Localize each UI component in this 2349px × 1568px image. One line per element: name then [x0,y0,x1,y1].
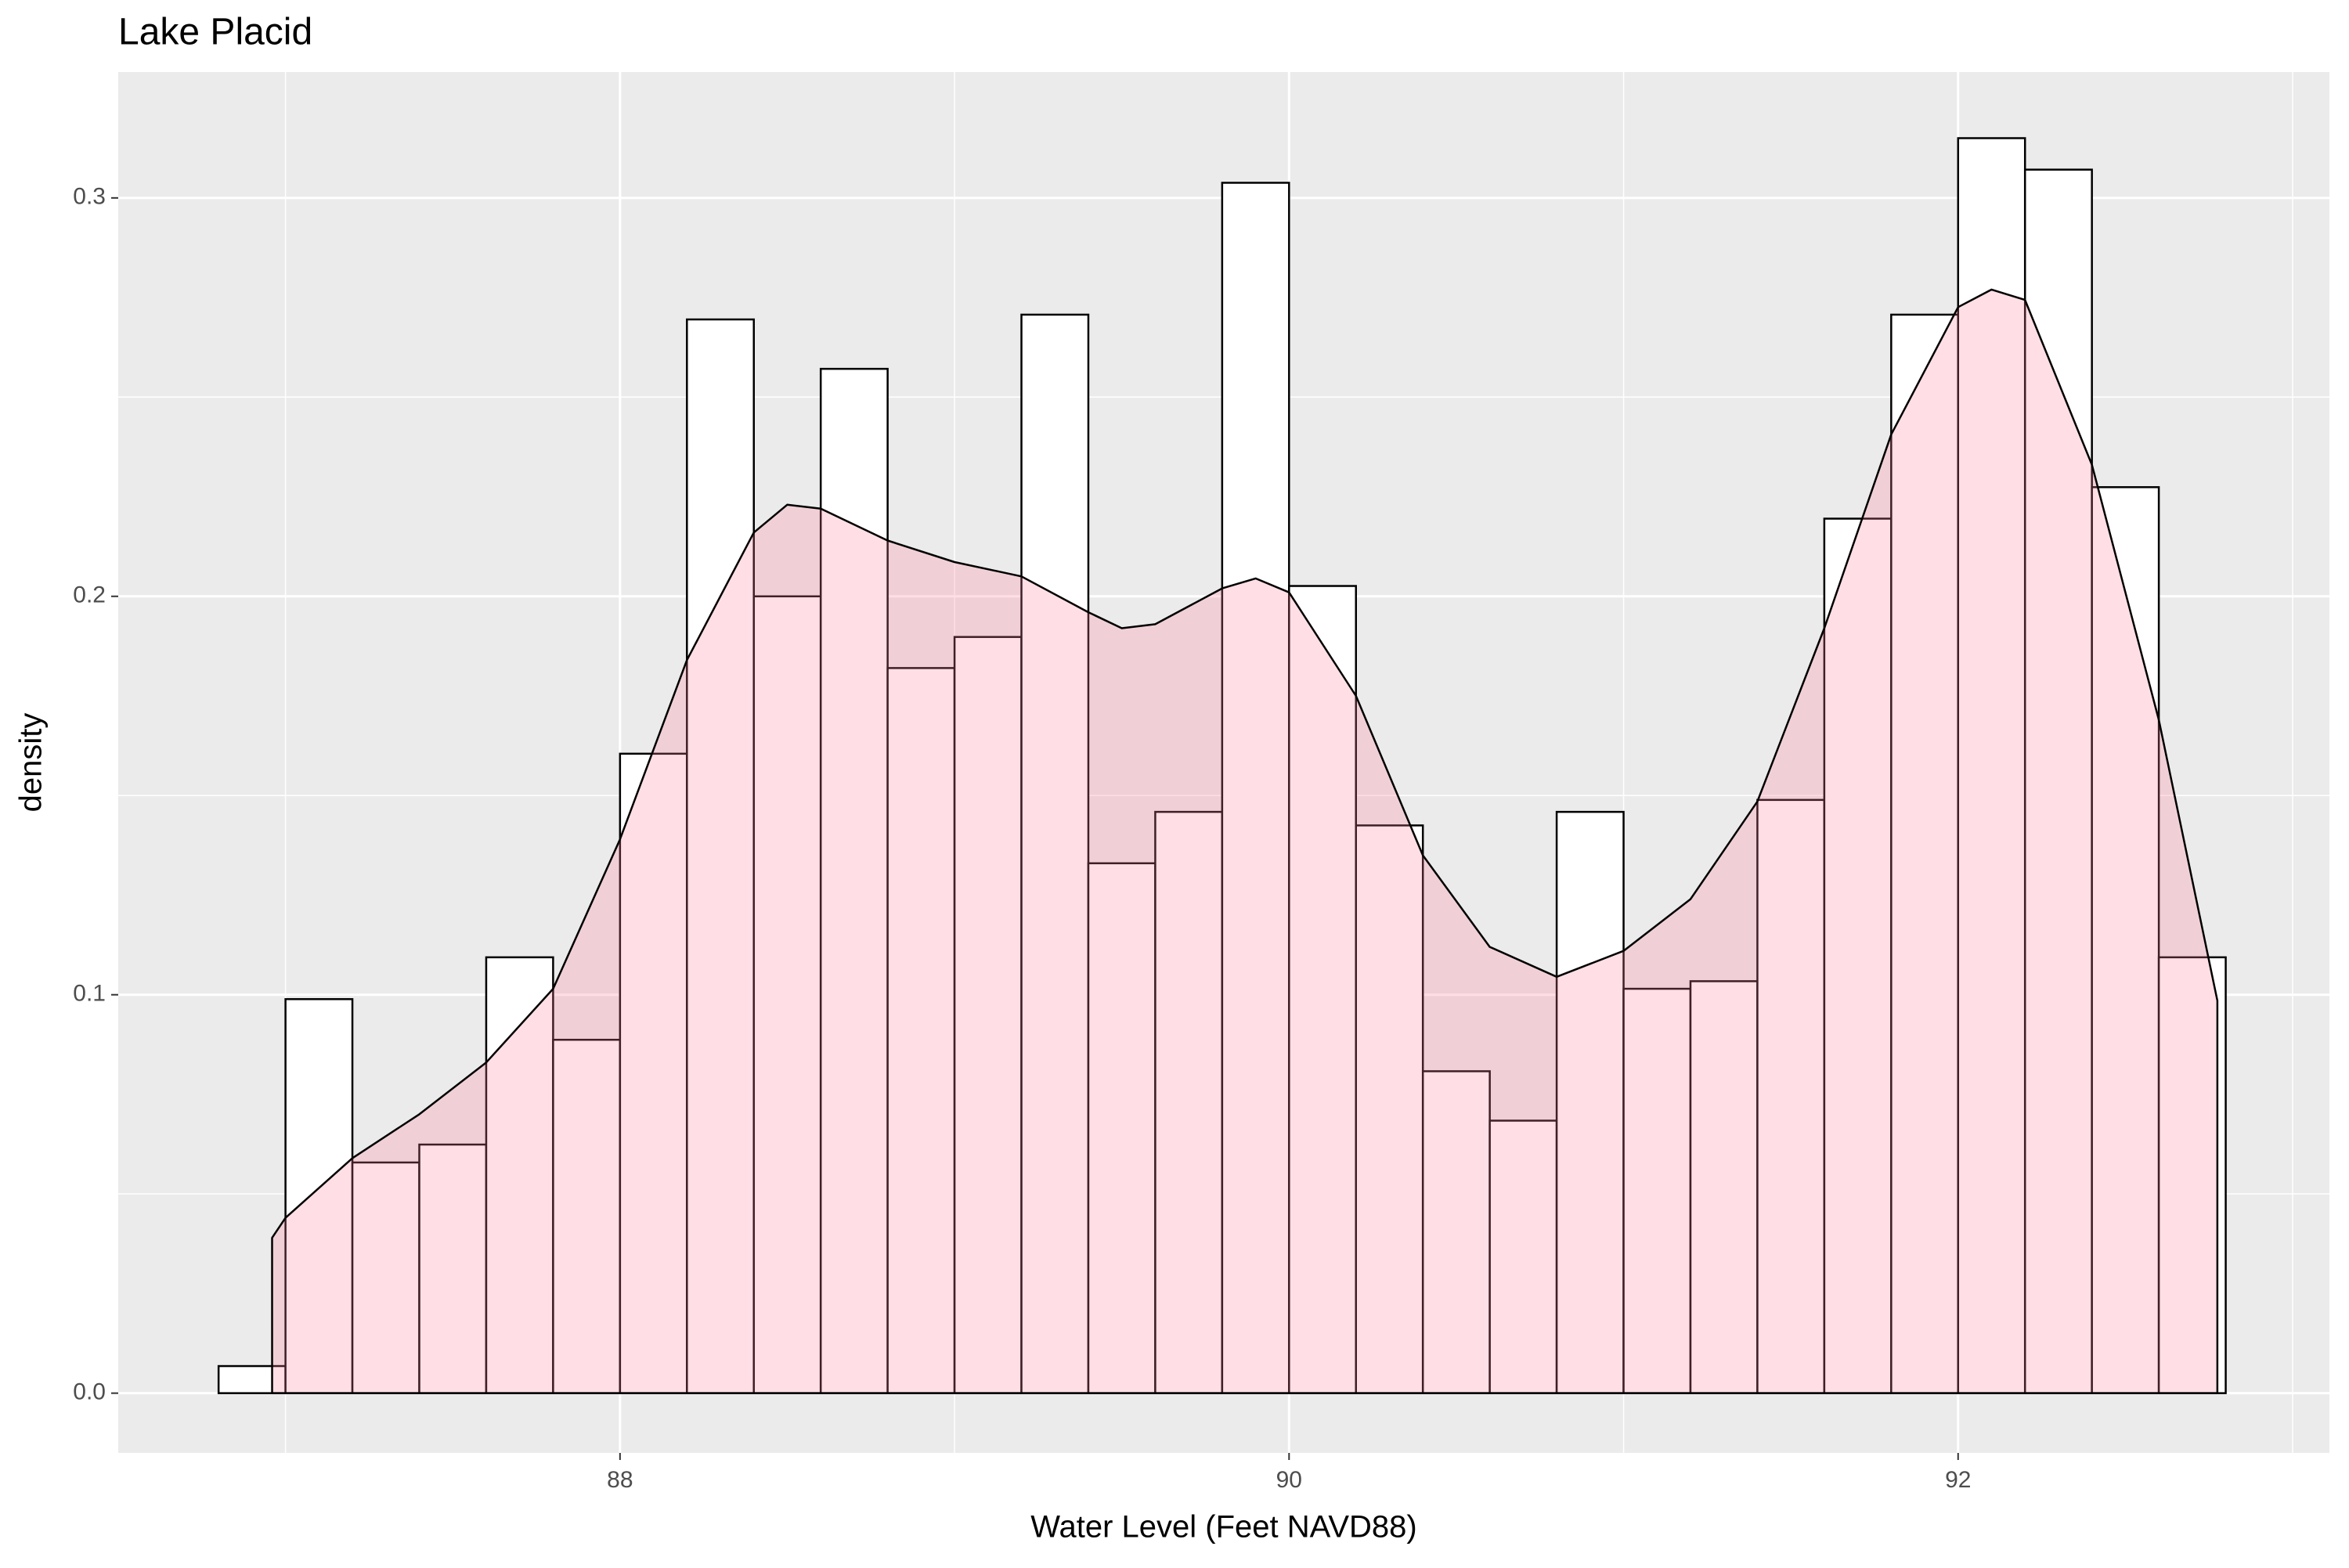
x-tick-label: 90 [1276,1467,1302,1493]
x-tick-label: 88 [607,1467,633,1493]
histogram-bar [1221,182,1290,1394]
histogram-bar [1555,810,1625,1394]
histogram-bar [1288,585,1358,1394]
histogram-bar [2091,486,2160,1394]
x-axis-label: Water Level (Feet NAVD88) [1030,1510,1417,1545]
chart-title: Lake Placid [118,12,312,53]
histogram-bar [819,367,889,1394]
histogram-bar [752,595,822,1394]
histogram-bar [284,998,354,1394]
histogram-bar [351,1161,420,1394]
histogram-bar [1890,313,1960,1394]
histogram-bar [552,1038,622,1394]
histogram-bar [1087,862,1156,1394]
histogram-bar [953,636,1023,1394]
histogram-bar [1421,1070,1491,1394]
histogram-bar [1488,1119,1558,1394]
histogram-bar [1154,810,1224,1394]
histogram-bar [418,1143,488,1394]
y-tick-label: 0.3 [73,184,106,210]
histogram-bar [217,1364,287,1394]
histogram-bar [686,318,755,1394]
y-tick-label: 0.2 [73,582,106,608]
histogram-bar [1756,798,1826,1394]
histogram-bar [1355,824,1424,1394]
y-tick-label: 0.0 [73,1379,106,1405]
histogram-bar [2157,956,2227,1394]
histogram-bar [1020,313,1090,1394]
density-area [271,288,2219,1394]
y-axis-label: density [14,713,49,813]
histogram-bar [619,752,688,1394]
histogram-bar [886,667,956,1394]
y-tick-label: 0.1 [73,981,106,1007]
x-tick-label: 92 [1945,1467,1971,1493]
